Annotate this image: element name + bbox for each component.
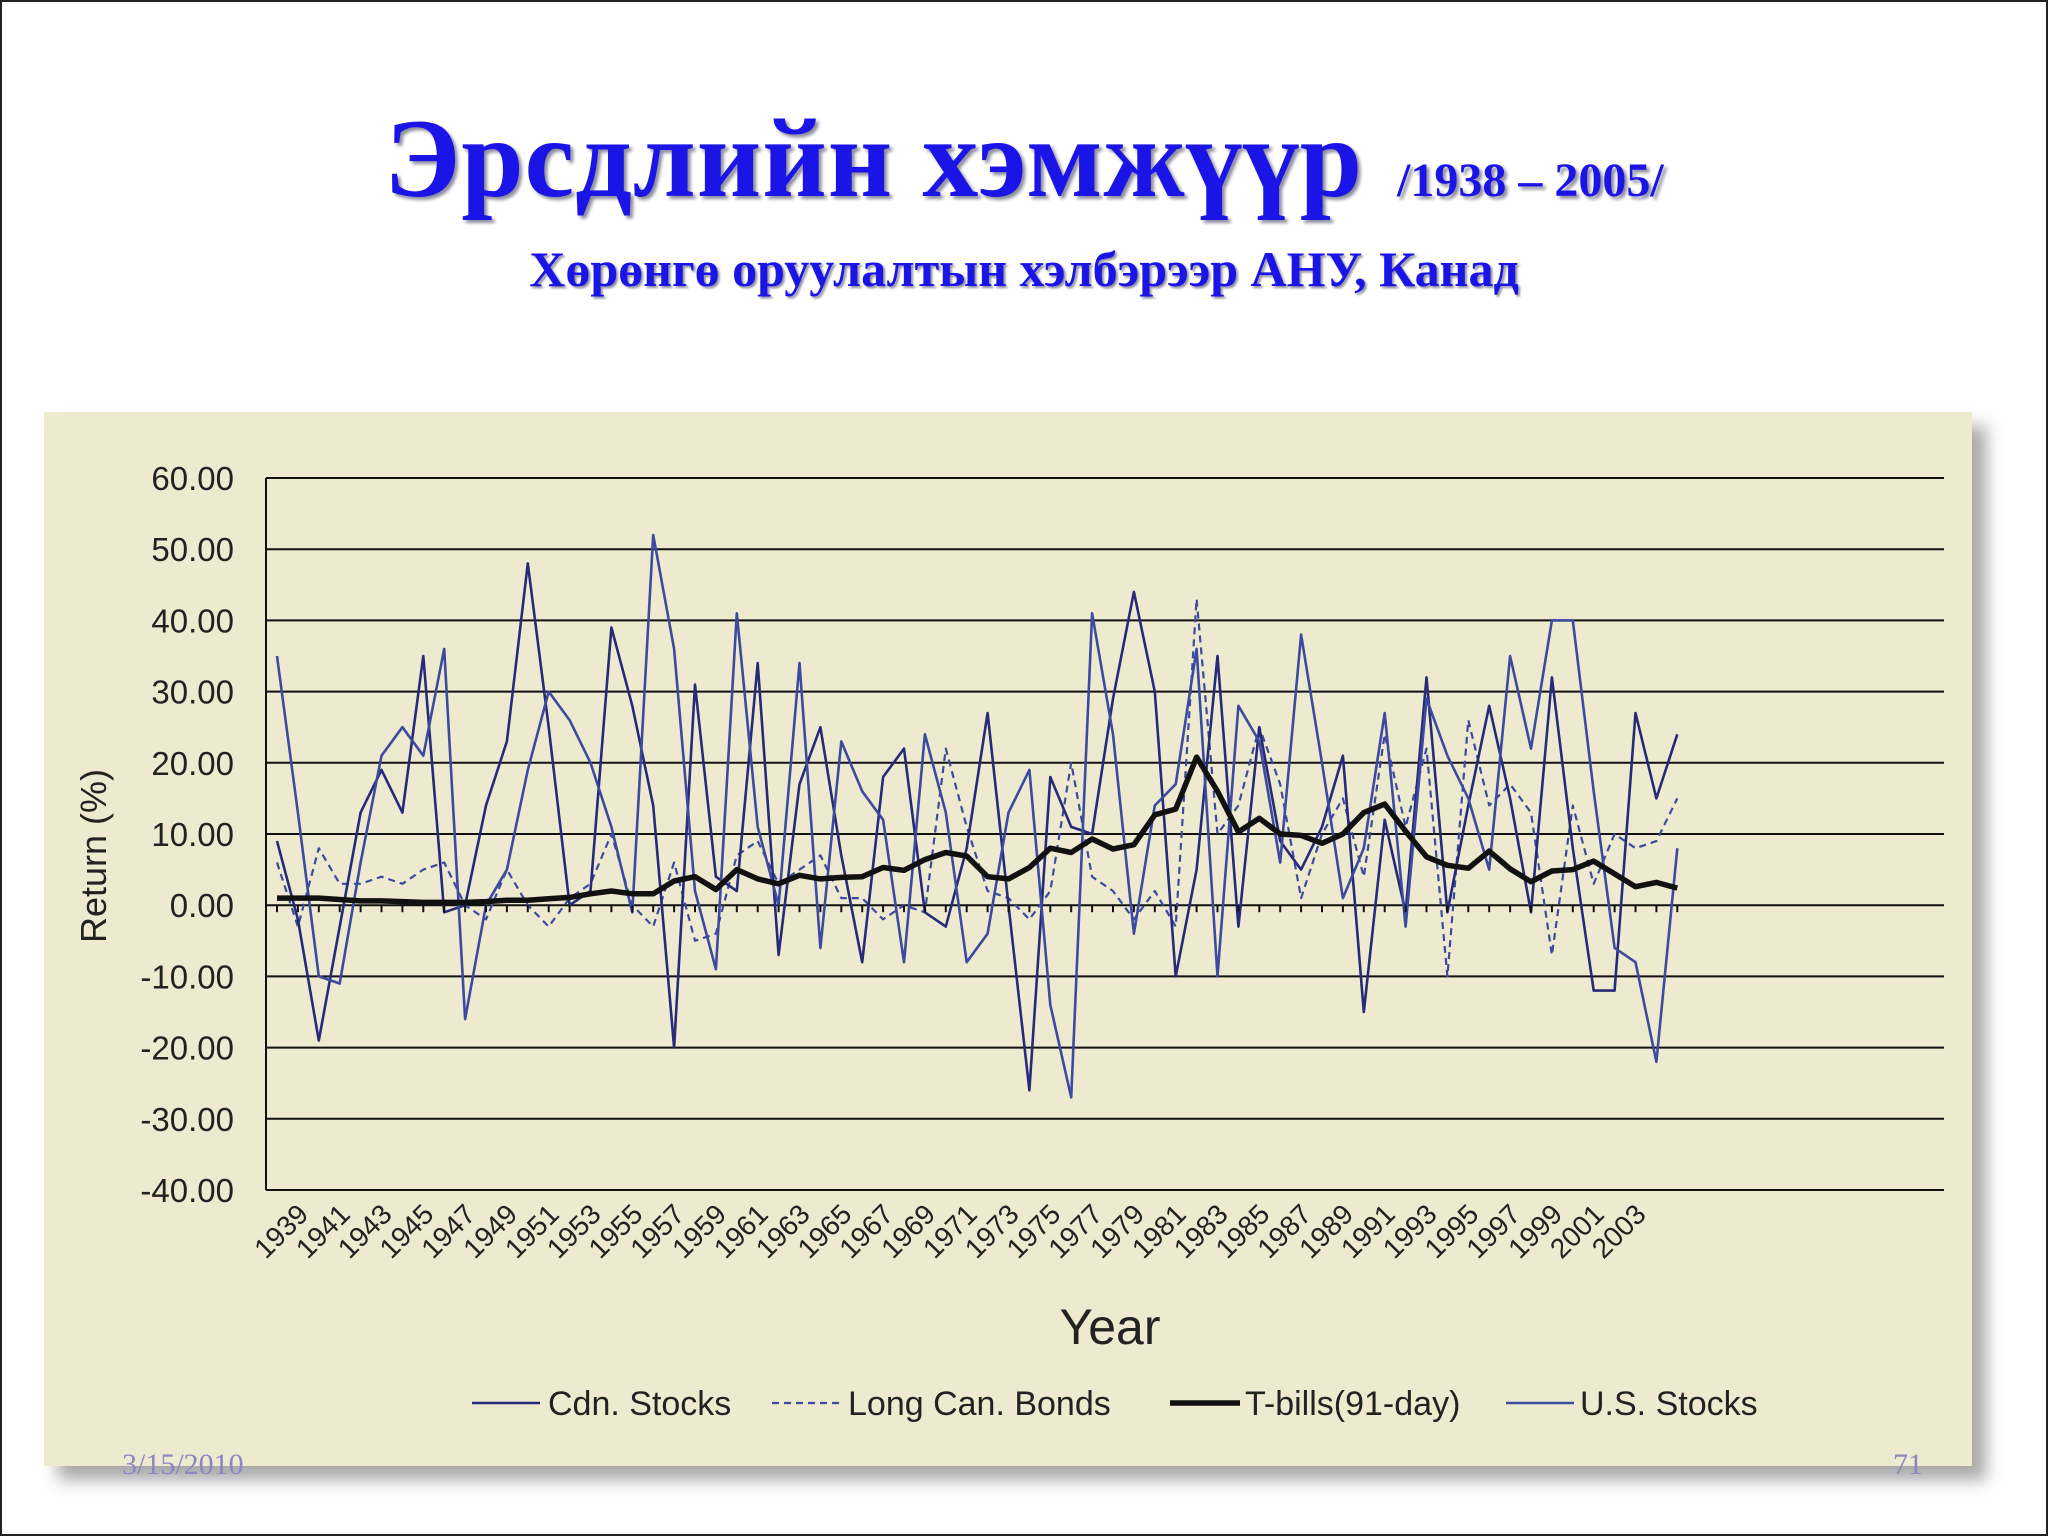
y-tick-label: 50.00: [151, 531, 234, 568]
series-line-t-bills-91-day: [277, 754, 1679, 906]
x-axis-label: Year: [1059, 1299, 1160, 1355]
y-tick-label: 30.00: [151, 674, 234, 711]
legend: Cdn. Stocks Long Can. Bonds T-bills(91-day…: [472, 1385, 1758, 1423]
axis-layer: [265, 478, 1679, 1190]
slide-subtitle: Хөрөнгө оруулалтын хэлбэрээр АНУ, Канад: [529, 241, 1519, 297]
y-tick-label: -20.00: [140, 1030, 234, 1067]
slide-title: Эрсдлийн хэмжүүр/1938 – 2005/: [0, 95, 2048, 224]
legend-label: Long Can. Bonds: [848, 1385, 1111, 1423]
legend-label: U.S. Stocks: [1580, 1385, 1758, 1423]
title-main: Эрсдлийн хэмжүүр: [384, 97, 1364, 221]
slide-date: 3/15/2010: [122, 1448, 244, 1481]
series-line-cdn-stocks: [275, 562, 1679, 1092]
grid-layer: [266, 477, 1944, 1191]
y-tick-label: -30.00: [140, 1101, 234, 1138]
y-axis-label: Return (%): [73, 769, 114, 943]
page-number: 71: [1893, 1448, 1923, 1481]
series-line-u-s-stocks: [275, 533, 1679, 1099]
chart-panel: [44, 412, 1972, 1466]
series-line-long-can-bonds: [275, 597, 1679, 978]
label-layer: 60.00 50.00 40.00 30.00 20.00 10.00 0.00 -10.00…: [140, 460, 1651, 1264]
y-tick-label: 10.00: [151, 816, 234, 853]
legend-label: T-bills(91-day): [1245, 1385, 1460, 1423]
y-tick-label: -40.00: [140, 1172, 234, 1209]
y-tick-label: 60.00: [151, 460, 234, 497]
y-tick-label: -10.00: [140, 958, 234, 995]
y-tick-label: 0.00: [170, 887, 234, 924]
legend-label: Cdn. Stocks: [548, 1385, 731, 1423]
series-layer: [275, 533, 1679, 1099]
y-tick-label: 40.00: [151, 602, 234, 639]
title-years: /1938 – 2005/: [1397, 154, 1664, 207]
y-tick-label: 20.00: [151, 745, 234, 782]
